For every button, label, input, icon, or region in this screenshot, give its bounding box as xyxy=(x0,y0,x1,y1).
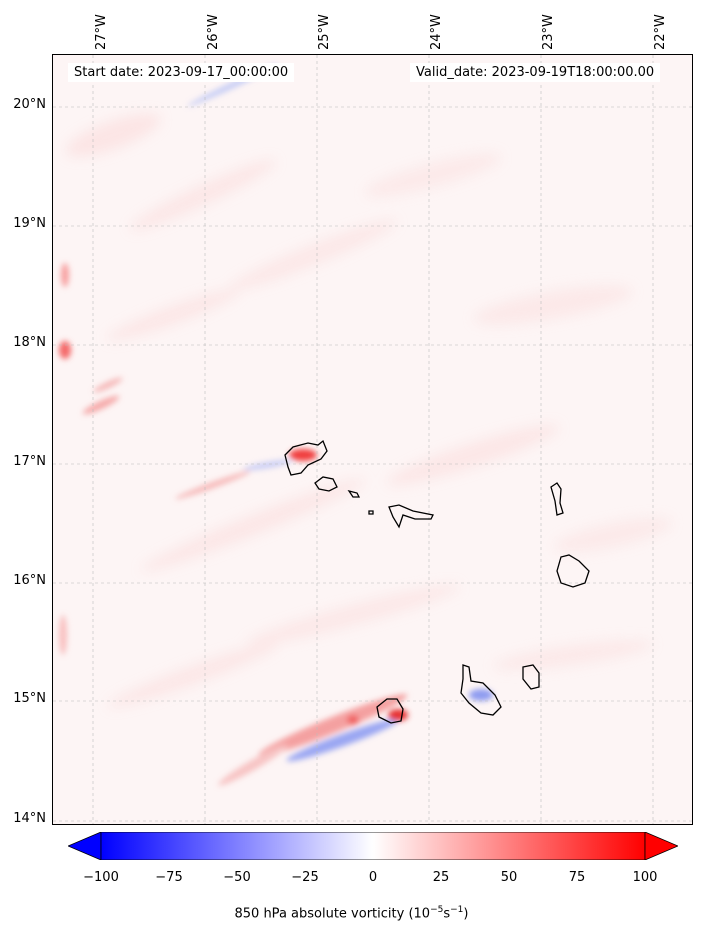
lat-label: 18°N xyxy=(13,335,46,350)
lat-label: 20°N xyxy=(13,97,46,112)
island-boa-vista xyxy=(556,554,590,588)
vorticity-field xyxy=(53,55,692,824)
field-texture xyxy=(65,113,672,707)
island-santo-antao xyxy=(284,439,328,476)
colorbar xyxy=(68,832,678,860)
gridlines xyxy=(53,55,692,824)
coastlines xyxy=(284,439,590,724)
colorbar-tick: 75 xyxy=(568,870,586,885)
colorbar-body xyxy=(100,832,646,860)
lat-label: 19°N xyxy=(13,216,46,231)
colorbar-label: 850 hPa absolute vorticity (10−5s−1) xyxy=(234,905,469,922)
colorbar-tick: 50 xyxy=(500,870,518,885)
colorbar-extend-high xyxy=(644,832,678,860)
valid-date-label: Valid_date: 2023-09-19T18:00:00.00 xyxy=(410,63,661,82)
island-maio xyxy=(522,664,540,690)
lat-label: 17°N xyxy=(13,454,46,469)
island-sal xyxy=(550,482,564,516)
colorbar-tick: 0 xyxy=(368,870,378,885)
colorbar-extend-low xyxy=(68,832,102,860)
colorbar-tick: 100 xyxy=(632,870,658,885)
lat-label: 15°N xyxy=(13,691,46,706)
lon-label: 23°W xyxy=(541,14,556,50)
colorbar-tick: 25 xyxy=(432,870,450,885)
colorbar-tick: −100 xyxy=(83,870,119,885)
map-panel xyxy=(52,54,693,825)
vorticity-features xyxy=(59,63,493,786)
start-date-label: Start date: 2023-09-17_00:00:00 xyxy=(68,63,295,82)
island-raso xyxy=(368,510,374,515)
colorbar-tick: −25 xyxy=(291,870,319,885)
lat-label: 14°N xyxy=(13,811,46,826)
colorbar-tick: −50 xyxy=(223,870,251,885)
island-sao-vicente xyxy=(314,476,338,492)
island-fogo xyxy=(376,698,404,724)
island-santiago xyxy=(460,664,502,716)
lon-label: 26°W xyxy=(206,14,221,50)
lon-label: 25°W xyxy=(317,14,332,50)
island-santa-luzia xyxy=(347,489,361,498)
lon-label: 27°W xyxy=(94,14,109,50)
colorbar-tick: −75 xyxy=(155,870,183,885)
lon-label: 24°W xyxy=(429,14,444,50)
island-sao-nicolau xyxy=(388,504,434,529)
lat-label: 16°N xyxy=(13,573,46,588)
lon-label: 22°W xyxy=(653,14,668,50)
